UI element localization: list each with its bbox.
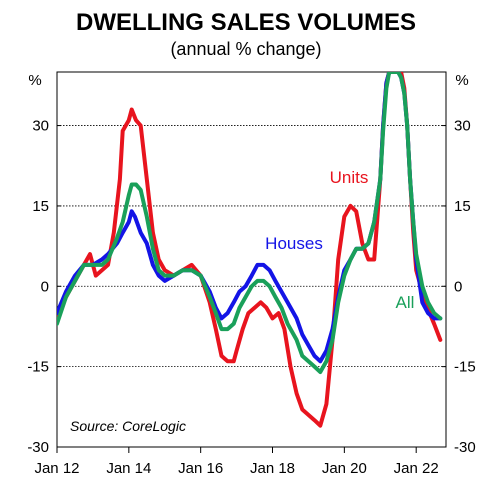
- y-tick-label-left: 30: [32, 118, 49, 135]
- series-lines: [57, 72, 443, 428]
- y-tick-label-right: 15: [454, 198, 471, 215]
- y-unit-left: %: [28, 72, 41, 89]
- series-label-houses: Houses: [265, 234, 323, 253]
- plot-area: [56, 71, 447, 448]
- x-tick-label: Jan 20: [322, 460, 367, 477]
- series-all-line: [57, 72, 443, 374]
- y-tick-label-right: 30: [454, 118, 471, 135]
- y-tick-label-right: 0: [454, 278, 462, 295]
- y-tick-label-right: -30: [454, 439, 476, 456]
- y-tick-label-right: -15: [454, 359, 476, 376]
- x-tick-label: Jan 18: [250, 460, 295, 477]
- y-tick-label-left: -30: [27, 439, 49, 456]
- y-axis-left: -30 -15 0 15 30: [27, 118, 61, 456]
- x-tick-label: Jan 16: [178, 460, 223, 477]
- chart-title: DWELLING SALES VOLUMES: [76, 9, 416, 36]
- source-note: Source: CoreLogic: [70, 418, 186, 434]
- series-label-all: All: [396, 293, 415, 312]
- y-tick-label-left: -15: [27, 359, 49, 376]
- y-unit-right: %: [455, 72, 468, 89]
- y-tick-label-left: 15: [32, 198, 49, 215]
- chart-subtitle: (annual % change): [170, 39, 321, 59]
- series-houses-line: [57, 72, 443, 364]
- y-axis-right: -30 -15 0 15 30: [442, 118, 476, 456]
- x-tick-label: Jan 14: [106, 460, 151, 477]
- x-tick-label: Jan 12: [34, 460, 79, 477]
- x-axis: Jan 12 Jan 14 Jan 16 Jan 18 Jan 20 Jan 22: [34, 447, 439, 477]
- y-tick-label-left: 0: [41, 278, 49, 295]
- series-label-units: Units: [330, 168, 369, 187]
- x-tick-label: Jan 22: [394, 460, 439, 477]
